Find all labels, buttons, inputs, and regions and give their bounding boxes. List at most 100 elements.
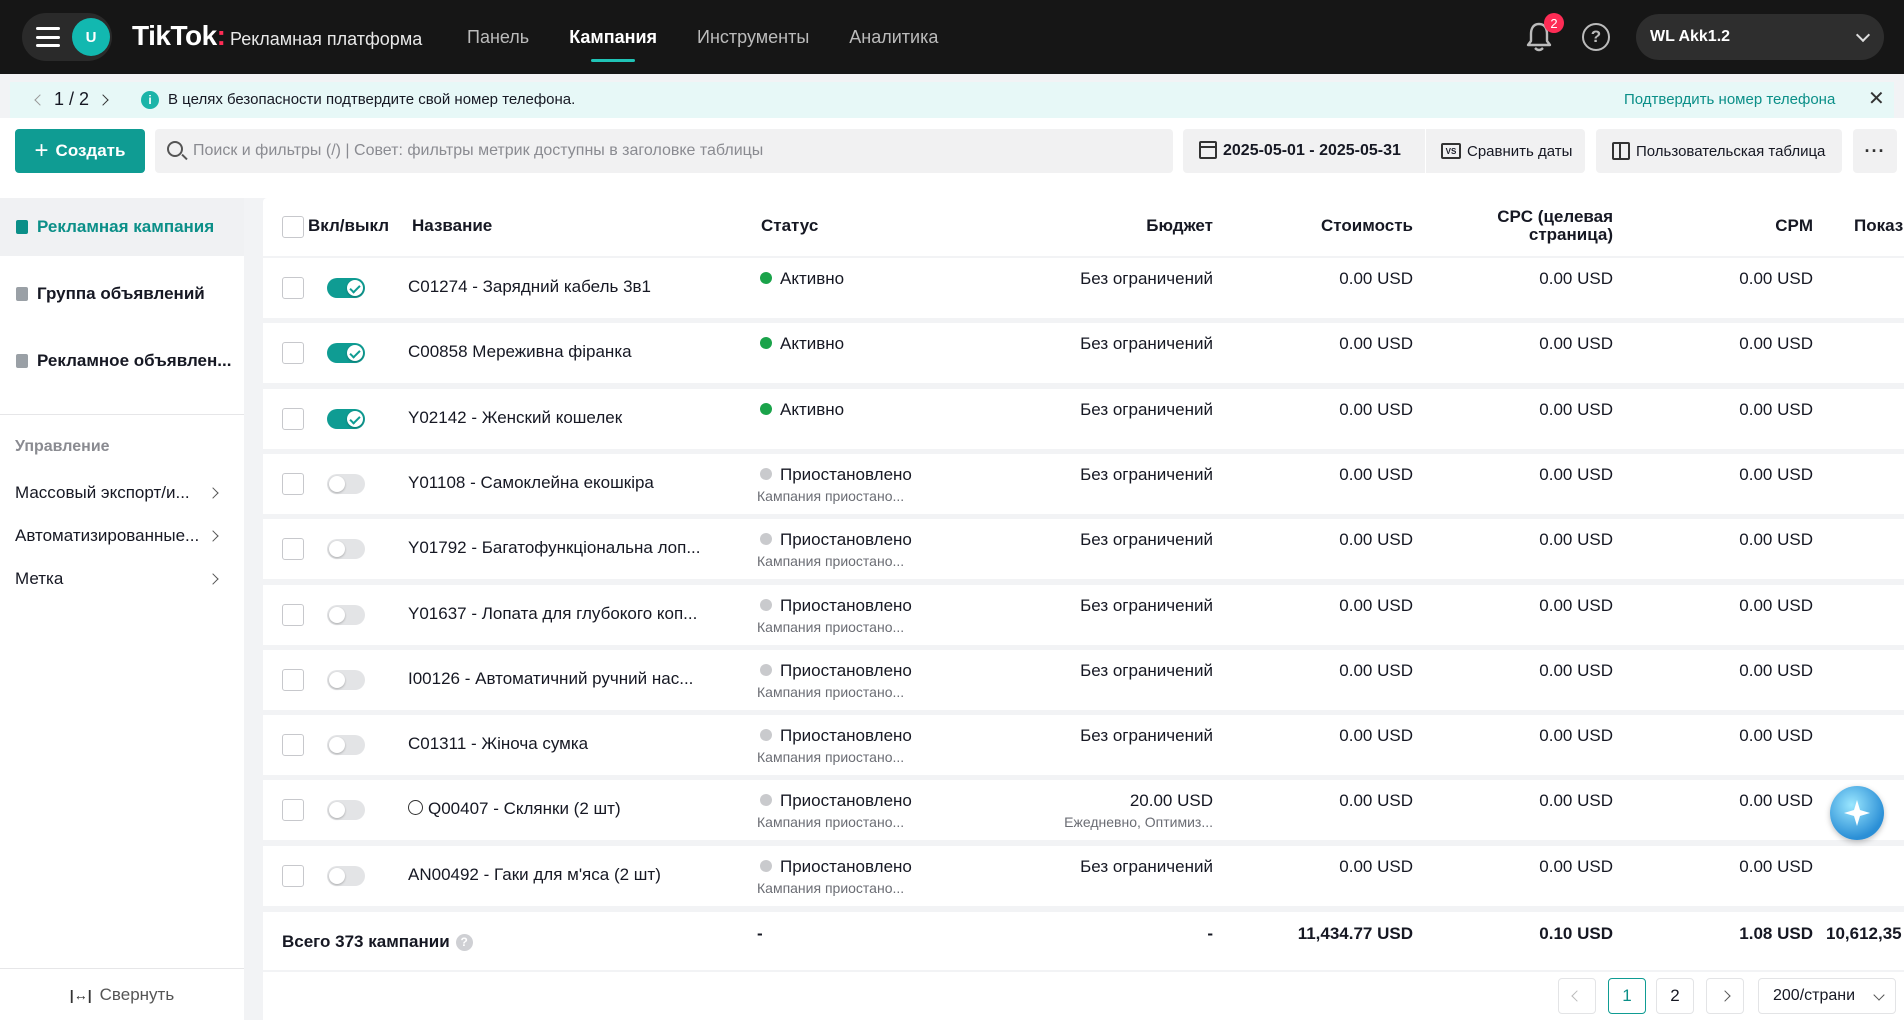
row-checkbox[interactable] — [282, 342, 304, 364]
campaign-toggle[interactable] — [327, 866, 365, 886]
status-cell: Приостановлено — [760, 465, 912, 485]
campaign-name-link[interactable]: Q00407 - Склянки (2 шт) — [408, 799, 621, 819]
chevron-left-icon[interactable] — [34, 93, 46, 106]
campaign-toggle[interactable] — [327, 343, 365, 363]
assistant-sparkle-button[interactable] — [1830, 786, 1884, 840]
row-checkbox[interactable] — [282, 538, 304, 560]
column-header-cost[interactable]: Стоимость — [1321, 216, 1413, 235]
campaign-name-link[interactable]: C00858 Мереживна фіранка — [408, 342, 632, 362]
campaign-toggle[interactable] — [327, 670, 365, 690]
campaign-name-link[interactable]: C01274 - Зарядний кабель 3в1 — [408, 277, 651, 297]
row-checkbox[interactable] — [282, 865, 304, 887]
question-mark-icon[interactable]: ? — [455, 934, 473, 951]
column-header-status[interactable]: Статус — [761, 216, 819, 235]
campaign-name-link[interactable]: Y02142 - Женский кошелек — [408, 408, 622, 428]
search-box[interactable] — [155, 129, 1173, 173]
sidebar-link-label-tags[interactable]: Метка — [15, 569, 229, 589]
page-2-button[interactable]: 2 — [1656, 978, 1694, 1014]
row-checkbox[interactable] — [282, 277, 304, 299]
date-range-picker[interactable]: 2025-05-01 - 2025-05-31 VS Сравнить даты — [1183, 129, 1585, 173]
campaign-toggle[interactable] — [327, 409, 365, 429]
avatar[interactable]: U — [72, 18, 110, 56]
create-button[interactable]: + Создать — [15, 129, 145, 173]
row-checkbox[interactable] — [282, 734, 304, 756]
status-dot-icon — [760, 337, 772, 349]
date-range-value[interactable]: 2025-05-01 - 2025-05-31 — [1223, 142, 1401, 159]
column-header-toggle[interactable]: Вкл/выкл — [308, 216, 389, 235]
campaign-toggle[interactable] — [327, 474, 365, 494]
notification-count-badge: 2 — [1544, 13, 1564, 33]
select-all-checkbox[interactable] — [282, 216, 304, 238]
table-row[interactable]: Y02142 - Женский кошелек Активно Без огран… — [263, 389, 1904, 449]
campaign-toggle[interactable] — [327, 278, 365, 298]
cost-cell: 0.00 USD — [1339, 465, 1413, 484]
menu-account-pill[interactable]: U — [22, 13, 112, 61]
close-icon[interactable]: ✕ — [1868, 88, 1885, 110]
column-header-budget[interactable]: Бюджет — [1146, 216, 1213, 235]
help-icon[interactable]: ? — [1582, 23, 1610, 51]
brand-logo[interactable]: TikTok : Рекламная платформа — [132, 20, 422, 52]
table-row[interactable]: Y01108 - Самоклейна екошкіра Приостановле… — [263, 454, 1904, 514]
sidebar-item-campaign[interactable]: Рекламная кампания — [0, 198, 244, 256]
row-checkbox[interactable] — [282, 473, 304, 495]
campaign-name-link[interactable]: I00126 - Автоматичний ручний нас... — [408, 669, 693, 689]
nav-campaign[interactable]: Кампания — [569, 0, 657, 74]
campaign-name-link[interactable]: Y01108 - Самоклейна екошкіра — [408, 473, 654, 493]
next-page-button[interactable] — [1706, 978, 1744, 1014]
sidebar-link-automated[interactable]: Автоматизированные... — [15, 526, 229, 546]
custom-table-button[interactable]: Пользовательская таблица — [1596, 129, 1842, 173]
sidebar-link-bulk-export[interactable]: Массовый экспорт/и... — [15, 483, 229, 503]
row-checkbox[interactable] — [282, 604, 304, 626]
campaign-toggle[interactable] — [327, 800, 365, 820]
chevron-right-icon[interactable] — [97, 93, 109, 106]
folder-icon — [16, 220, 28, 234]
table-row[interactable]: C00858 Мереживна фіранка Активно Без огран… — [263, 323, 1904, 383]
status-cell: Приостановлено — [760, 791, 912, 811]
row-checkbox[interactable] — [282, 799, 304, 821]
campaign-name-link[interactable]: AN00492 - Гаки для м'яса (2 шт) — [408, 865, 661, 885]
cost-cell: 0.00 USD — [1339, 596, 1413, 615]
table-row[interactable]: Y01792 - Багатофункціональна лоп... Приос… — [263, 519, 1904, 579]
table-row[interactable]: C01274 - Зарядний кабель 3в1 Активно Без о… — [263, 258, 1904, 318]
campaign-toggle[interactable] — [327, 539, 365, 559]
more-options-button[interactable]: ··· — [1853, 129, 1897, 173]
table-row[interactable]: C01311 - Жіноча сумка Приостановлено Кампа… — [263, 715, 1904, 775]
campaign-name-link[interactable]: C01311 - Жіноча сумка — [408, 734, 588, 754]
status-subtext: Кампания приостано... — [757, 749, 905, 765]
column-header-cpm[interactable]: CPM — [1775, 216, 1813, 235]
collapse-sidebar-button[interactable]: |↔| Свернуть — [0, 968, 244, 1020]
sidebar-item-ad-group[interactable]: Группа объявлений — [0, 265, 244, 323]
column-header-cpc[interactable]: CPC (целевая страница) — [1413, 208, 1613, 244]
table-row[interactable]: Y01637 - Лопата для глубокого коп... Прио… — [263, 585, 1904, 645]
search-input[interactable] — [193, 129, 1153, 173]
sidebar-item-ad[interactable]: Рекламное объявлен... — [0, 332, 244, 390]
column-header-name[interactable]: Название — [412, 216, 493, 235]
table-row[interactable]: I00126 - Автоматичний ручний нас... Приос… — [263, 650, 1904, 710]
row-checkbox[interactable] — [282, 669, 304, 691]
compare-dates-button[interactable]: Сравнить даты — [1467, 143, 1573, 160]
hamburger-menu-icon[interactable] — [36, 27, 60, 47]
cost-cell: 0.00 USD — [1339, 400, 1413, 419]
chevron-right-icon — [207, 573, 219, 585]
nav-tools[interactable]: Инструменты — [697, 26, 810, 47]
page-size-select[interactable]: 200/страни — [1758, 978, 1896, 1014]
status-cell: Активно — [760, 334, 844, 354]
verify-phone-link[interactable]: Подтвердить номер телефона — [1624, 91, 1836, 108]
campaign-name-link[interactable]: Y01637 - Лопата для глубокого коп... — [408, 604, 697, 624]
table-row[interactable]: Q00407 - Склянки (2 шт) Приостановлено Кам… — [263, 780, 1904, 840]
row-checkbox[interactable] — [282, 408, 304, 430]
nav-dashboard[interactable]: Панель — [467, 26, 530, 47]
column-header-impressions[interactable]: Показ — [1854, 216, 1904, 235]
campaign-toggle[interactable] — [327, 605, 365, 625]
sidebar-link-label: Автоматизированные... — [15, 526, 200, 545]
nav-analytics[interactable]: Аналитика — [849, 26, 939, 47]
cpm-cell: 0.00 USD — [1739, 334, 1813, 353]
page-1-button[interactable]: 1 — [1608, 978, 1646, 1014]
table-row[interactable]: AN00492 - Гаки для м'яса (2 шт) Приостано… — [263, 846, 1904, 906]
account-switcher[interactable]: WL Akk1.2 — [1636, 14, 1884, 60]
status-cell: Активно — [760, 269, 844, 289]
prev-page-button[interactable] — [1558, 978, 1596, 1014]
campaign-toggle[interactable] — [327, 735, 365, 755]
campaign-name-link[interactable]: Y01792 - Багатофункціональна лоп... — [408, 538, 701, 558]
smart-campaign-icon — [408, 800, 423, 815]
